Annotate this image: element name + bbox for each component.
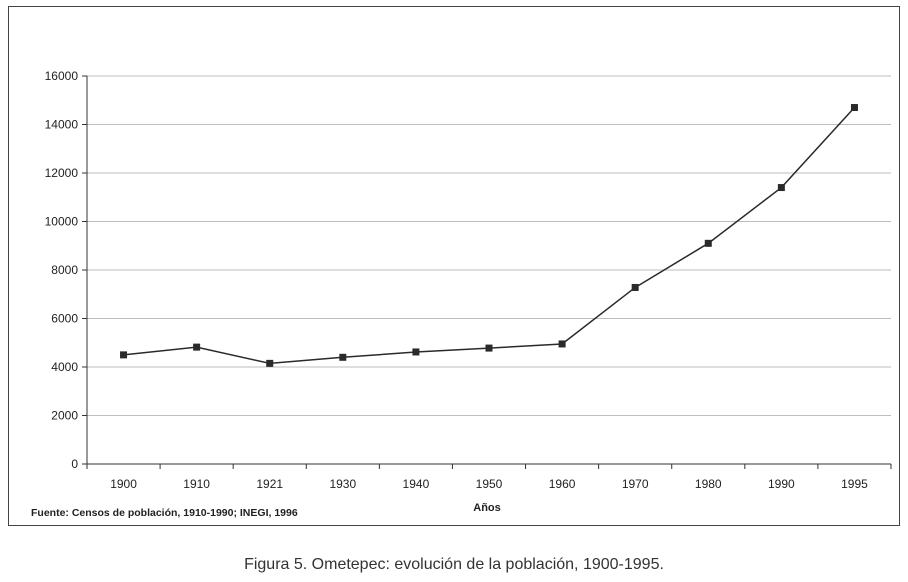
data-point-1910 [193, 343, 201, 351]
gridlines [87, 75, 891, 416]
data-point-1930 [339, 353, 347, 361]
data-point-1970 [631, 283, 639, 291]
data-point-1995 [850, 104, 858, 112]
y-tick-label: 10000 [45, 215, 79, 229]
x-tick-label-1940: 1940 [403, 477, 430, 491]
y-tick-label: 4000 [51, 360, 78, 374]
chart-frame: 0 2000 4000 6000 8000 10000 12000 14000 16000 19… [8, 6, 900, 526]
y-tick-label: 12000 [45, 166, 79, 180]
population-line-chart: 0 2000 4000 6000 8000 10000 12000 14000 16000 19… [31, 69, 892, 519]
y-tick-label: 16000 [45, 69, 79, 83]
x-tick-label-1950: 1950 [476, 477, 503, 491]
data-point-1940 [412, 348, 420, 356]
x-tick-label-1970: 1970 [622, 477, 649, 491]
series-line [123, 107, 856, 365]
x-tick-label-1980: 1980 [695, 477, 722, 491]
y-tick-label: 14000 [45, 118, 79, 132]
x-tick-label-1960: 1960 [549, 477, 576, 491]
axes [82, 75, 892, 469]
data-point-1900 [120, 351, 128, 359]
figure-caption: Figura 5. Ometepec: evolución de la pobl… [244, 556, 664, 573]
series-population [120, 104, 858, 367]
x-tick-label-1990: 1990 [768, 477, 795, 491]
data-point-1980 [704, 239, 712, 247]
y-tick-label: 8000 [51, 263, 78, 277]
source-note: Fuente: Censos de población, 1910-1990; … [31, 507, 298, 519]
data-point-1921 [266, 359, 274, 367]
x-tick-label-1995: 1995 [841, 477, 868, 491]
x-tick-label-1921: 1921 [256, 477, 283, 491]
x-axis-title: Años [473, 502, 501, 514]
y-tick-label: 2000 [51, 409, 78, 423]
y-tick-labels: 0 2000 4000 6000 8000 10000 12000 14000 16000 [45, 69, 79, 471]
x-tick-label-1910: 1910 [183, 477, 210, 491]
y-tick-label: 6000 [51, 312, 78, 326]
data-point-1960 [558, 340, 566, 348]
y-tick-label: 0 [71, 457, 78, 471]
x-tick-label-1930: 1930 [329, 477, 356, 491]
x-tick-label-1900: 1900 [110, 477, 137, 491]
x-tick-labels: 1900 1910 1921 1930 1940 1950 1960 1970 1980 1990… [110, 477, 868, 491]
data-point-1990 [777, 184, 785, 192]
data-point-1950 [485, 344, 493, 352]
